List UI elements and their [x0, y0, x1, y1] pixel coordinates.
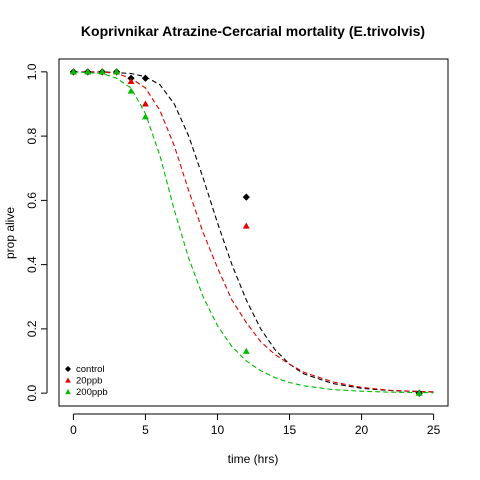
x-axis: 0 5 10 15 20 25	[70, 413, 441, 437]
y-tick-label: 0.2	[25, 320, 39, 337]
data-point-control	[242, 193, 250, 201]
data-point-200ppb	[113, 68, 121, 75]
data-point-20ppb	[242, 222, 250, 229]
legend-marker-20ppb	[65, 377, 71, 383]
x-tick-label: 5	[142, 423, 149, 437]
data-point-200ppb	[242, 347, 250, 354]
plot-frame	[58, 58, 449, 407]
x-tick-label: 15	[283, 423, 297, 437]
y-axis: 0.0 0.2 0.4 0.6 0.8 1.0	[25, 63, 48, 401]
y-tick-label: 0.6	[25, 192, 39, 209]
data-point-200ppb	[84, 68, 92, 75]
legend-marker-control	[65, 366, 71, 372]
y-tick-label: 1.0	[25, 63, 39, 80]
data-points	[69, 68, 423, 397]
y-tick-label: 0.4	[25, 256, 39, 273]
data-point-200ppb	[98, 68, 106, 75]
data-point-200ppb	[415, 389, 423, 396]
fit-curve-20ppb	[73, 71, 434, 393]
data-point-20ppb	[127, 77, 135, 85]
chart-title: Koprivnikar Atrazine-Cercarial mortality…	[81, 23, 425, 39]
data-point-control	[141, 74, 150, 82]
legend-label-200ppb: 200ppb	[76, 387, 108, 398]
x-tick-label: 0	[70, 423, 77, 437]
legend-label-20ppb: 20ppb	[76, 376, 102, 387]
x-tick-label: 20	[355, 423, 369, 437]
fit-curve-200ppb	[73, 71, 434, 394]
data-point-200ppb	[69, 68, 77, 75]
legend-label-control: control	[76, 364, 105, 375]
data-point-200ppb	[142, 113, 149, 120]
y-tick-label: 0.0	[25, 384, 39, 401]
y-tick-label: 0.8	[25, 127, 39, 144]
data-point-20ppb	[142, 100, 149, 107]
x-axis-label: time (hrs)	[228, 452, 279, 466]
y-axis-label: prop alive	[3, 207, 17, 259]
data-point-200ppb	[127, 87, 135, 94]
x-tick-label: 10	[211, 423, 225, 437]
legend-marker-200ppb	[65, 389, 71, 395]
x-tick-label: 25	[427, 423, 441, 437]
